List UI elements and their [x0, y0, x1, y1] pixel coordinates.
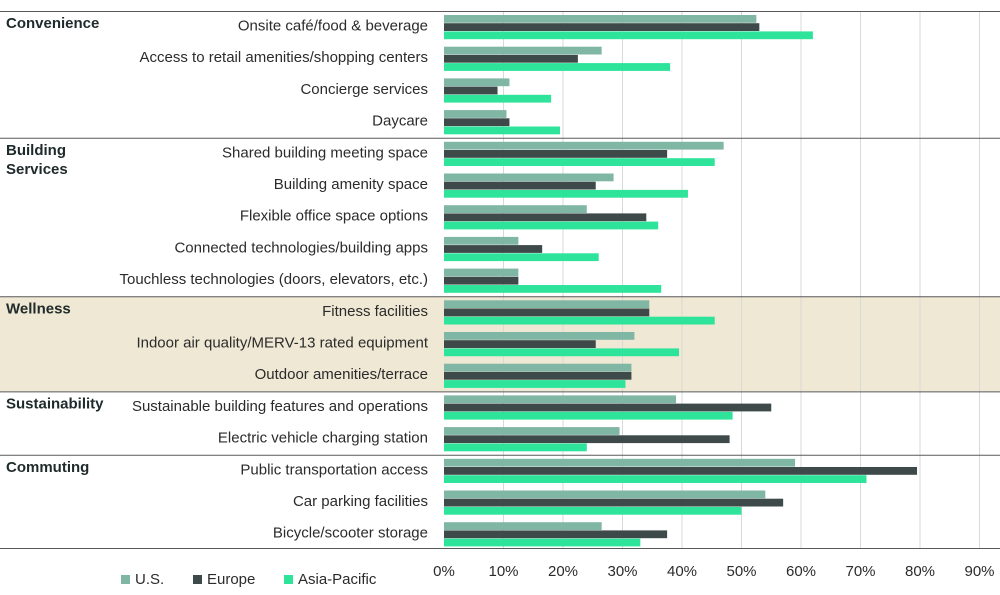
category-label: Concierge services — [300, 81, 428, 98]
x-tick-label: 10% — [488, 563, 518, 580]
category-label: Building amenity space — [274, 176, 428, 193]
bar-europe — [444, 340, 596, 348]
bar-u-s — [444, 522, 602, 530]
bar-europe — [444, 403, 772, 412]
group-label-line: Sustainability — [6, 395, 104, 412]
bar-asia-pacific — [444, 316, 715, 325]
bar-asia-pacific — [444, 538, 641, 547]
legend-label: Asia-Pacific — [298, 571, 377, 588]
bar-asia-pacific — [444, 31, 813, 40]
category-label: Access to retail amenities/shopping cent… — [140, 49, 428, 66]
bar-u-s — [444, 490, 766, 499]
x-tick-label: 60% — [786, 563, 816, 580]
bar-asia-pacific — [444, 506, 742, 515]
bar-europe — [444, 213, 647, 222]
category-label: Electric vehicle charging station — [218, 430, 428, 447]
x-tick-label: 50% — [726, 563, 756, 580]
bar-u-s — [444, 173, 614, 182]
category-label: Shared building meeting space — [222, 144, 428, 161]
group-label-sustainability: Sustainability — [6, 395, 104, 412]
group-label-line: Commuting — [6, 459, 89, 476]
bar-europe — [444, 181, 596, 190]
category-label: Connected technologies/building apps — [174, 239, 428, 256]
bar-u-s — [444, 141, 724, 150]
bar-asia-pacific — [444, 94, 552, 103]
x-tick-label: 70% — [845, 563, 875, 580]
x-tick-label: 80% — [905, 563, 935, 580]
bar-asia-pacific — [444, 443, 587, 452]
category-label: Indoor air quality/MERV-13 rated equipme… — [136, 335, 428, 352]
x-tick-label: 40% — [667, 563, 697, 580]
bar-asia-pacific — [444, 348, 680, 357]
x-tick-label: 20% — [548, 563, 578, 580]
group-label-line: Building — [6, 142, 66, 159]
bar-u-s — [444, 15, 757, 23]
category-label: Touchless technologies (doors, elevators… — [120, 271, 429, 288]
group-label-building-services: Building Services — [6, 142, 68, 178]
bar-u-s — [444, 236, 519, 245]
bar-u-s — [444, 427, 620, 435]
category-label: Onsite café/food & beverage — [238, 18, 428, 35]
bar-europe — [444, 118, 510, 127]
category-label: Daycare — [372, 113, 428, 130]
bar-europe — [444, 530, 668, 539]
bar-europe — [444, 467, 918, 475]
bar-europe — [444, 150, 668, 158]
bar-asia-pacific — [444, 285, 662, 293]
bar-europe — [444, 245, 543, 253]
bar-europe — [444, 371, 632, 380]
bar-asia-pacific — [444, 253, 599, 262]
category-label: Car parking facilities — [293, 493, 428, 510]
group-label-line: Services — [6, 161, 68, 178]
bar-u-s — [444, 78, 510, 87]
bar-europe — [444, 276, 519, 285]
bar-asia-pacific — [444, 221, 659, 230]
bar-u-s — [444, 268, 519, 277]
bar-asia-pacific — [444, 158, 715, 166]
legend-swatch — [121, 575, 130, 584]
legend-swatch — [193, 575, 202, 584]
bar-u-s — [444, 395, 677, 404]
bar-asia-pacific — [444, 126, 561, 135]
x-tick-label: 90% — [964, 563, 994, 580]
bar-u-s — [444, 300, 650, 309]
group-label-commuting: Commuting — [6, 459, 89, 476]
legend-label: U.S. — [135, 571, 164, 588]
legend-swatch — [284, 575, 293, 584]
bar-asia-pacific — [444, 380, 626, 388]
bar-europe — [444, 23, 760, 31]
category-label: Public transportation access — [240, 461, 428, 478]
bar-europe — [444, 498, 784, 507]
bar-asia-pacific — [444, 411, 733, 420]
bar-u-s — [444, 363, 632, 372]
category-label: Bicycle/scooter storage — [273, 525, 428, 542]
group-label-line: Wellness — [6, 300, 71, 317]
bar-u-s — [444, 110, 507, 118]
bar-u-s — [444, 46, 602, 55]
bar-asia-pacific — [444, 475, 867, 483]
x-tick-label: 0% — [433, 563, 455, 580]
x-tick-label: 30% — [607, 563, 637, 580]
bar-asia-pacific — [444, 189, 688, 198]
category-label: Flexible office space options — [240, 208, 428, 225]
group-label-line: Convenience — [6, 15, 99, 32]
bar-asia-pacific — [444, 63, 671, 71]
bar-europe — [444, 54, 578, 63]
bar-europe — [444, 308, 650, 317]
category-label: Sustainable building features and operat… — [132, 398, 428, 415]
bar-europe — [444, 86, 498, 95]
group-label-wellness: Wellness — [6, 300, 71, 317]
bar-u-s — [444, 205, 587, 213]
category-label: Fitness facilities — [322, 303, 428, 320]
bar-u-s — [444, 332, 635, 340]
bar-europe — [444, 435, 730, 444]
category-label: Outdoor amenities/terrace — [255, 366, 428, 383]
bar-u-s — [444, 458, 796, 467]
legend-label: Europe — [207, 571, 255, 588]
group-label-convenience: Convenience — [6, 15, 99, 32]
